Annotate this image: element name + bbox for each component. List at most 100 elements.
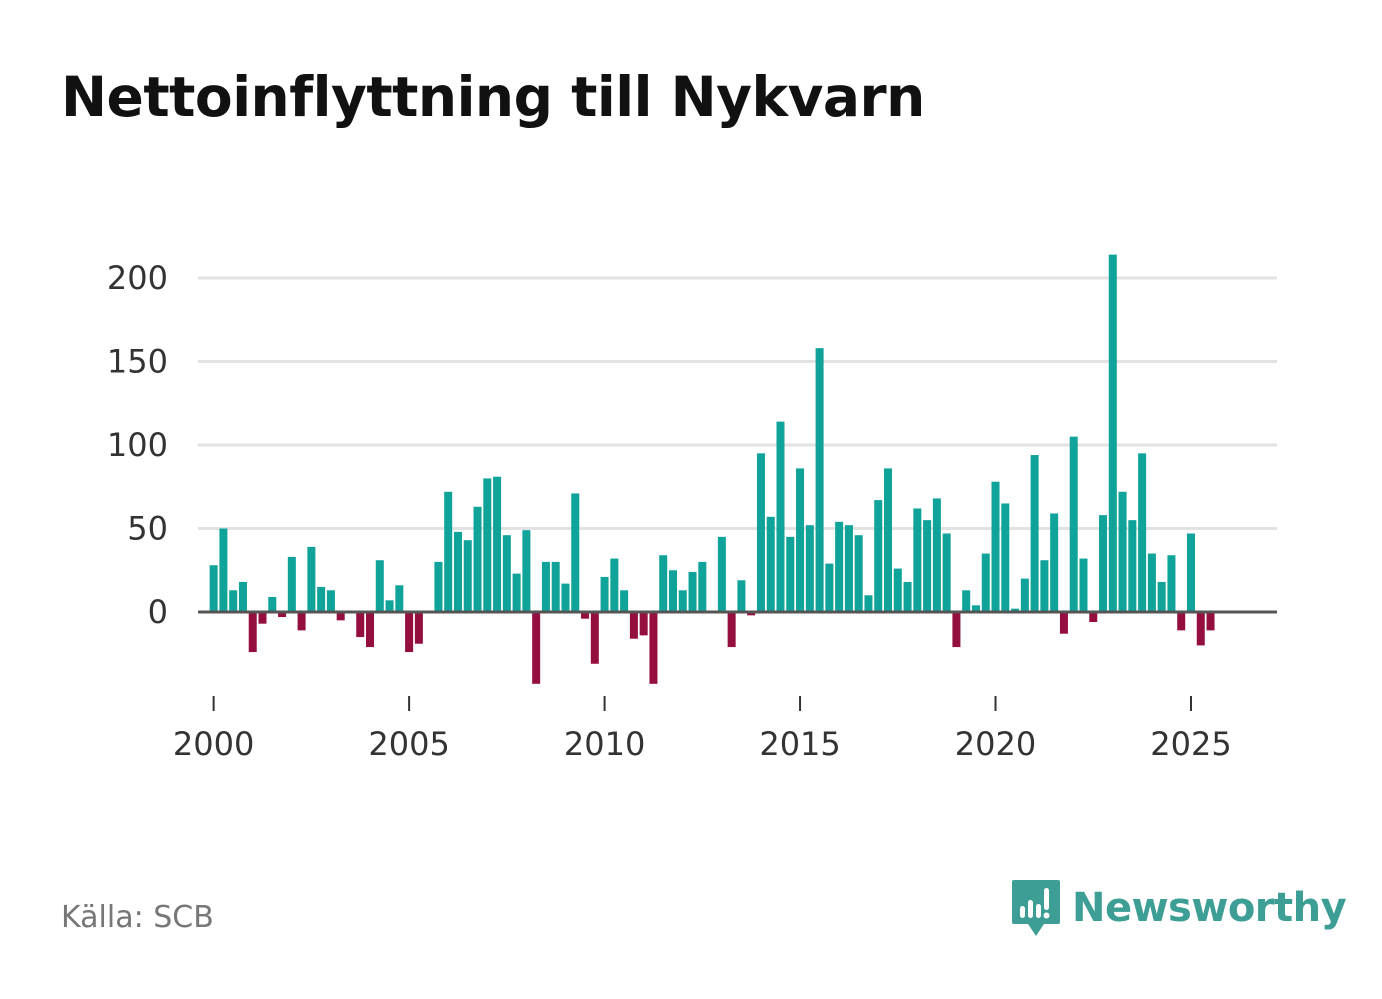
bar bbox=[581, 612, 590, 619]
bar bbox=[414, 612, 423, 644]
x-tick-label: 2025 bbox=[1150, 725, 1231, 763]
bar bbox=[932, 498, 941, 612]
bar bbox=[434, 561, 443, 612]
bar bbox=[1069, 436, 1078, 612]
bar bbox=[219, 528, 228, 612]
y-tick-label: 50 bbox=[127, 510, 168, 548]
bar bbox=[727, 612, 736, 648]
bar bbox=[825, 563, 834, 612]
bar bbox=[600, 576, 609, 612]
bar bbox=[1118, 491, 1127, 612]
bar bbox=[1011, 608, 1020, 612]
bar bbox=[258, 612, 267, 624]
bar bbox=[747, 612, 756, 616]
bar bbox=[991, 481, 1000, 612]
bar bbox=[1108, 254, 1117, 612]
bar bbox=[463, 540, 472, 612]
bar bbox=[610, 558, 619, 612]
bar bbox=[366, 612, 375, 648]
bar bbox=[786, 536, 795, 612]
bar bbox=[473, 506, 482, 612]
x-tick-label: 2010 bbox=[564, 725, 645, 763]
bar bbox=[884, 468, 893, 612]
bar bbox=[532, 612, 541, 684]
bar bbox=[385, 600, 394, 612]
bar bbox=[756, 453, 765, 612]
bar bbox=[737, 580, 746, 612]
bar bbox=[1079, 558, 1088, 612]
bar bbox=[336, 612, 345, 621]
bar bbox=[1206, 612, 1215, 631]
bar bbox=[229, 590, 238, 612]
bar bbox=[805, 525, 814, 612]
bar bbox=[1196, 612, 1205, 646]
newsworthy-logo[interactable]: Newsworthy bbox=[1010, 878, 1347, 938]
bars bbox=[209, 254, 1215, 684]
bar bbox=[1186, 533, 1195, 612]
bar bbox=[688, 571, 697, 612]
bar bbox=[893, 568, 902, 612]
bar bbox=[209, 565, 218, 612]
x-axis: 2000 2005 2010 2015 2020 2025 bbox=[173, 696, 1232, 763]
bar bbox=[620, 590, 629, 612]
bar bbox=[541, 561, 550, 612]
bar bbox=[1138, 453, 1147, 612]
bar bbox=[590, 612, 599, 664]
bar bbox=[1167, 555, 1176, 612]
bar bbox=[317, 586, 326, 612]
y-tick-label: 100 bbox=[107, 426, 168, 464]
newsworthy-logo-text: Newsworthy bbox=[1072, 885, 1347, 931]
bar bbox=[981, 553, 990, 612]
gridlines bbox=[198, 276, 1277, 530]
bar bbox=[629, 612, 638, 639]
x-tick-label: 2020 bbox=[955, 725, 1036, 763]
bar bbox=[356, 612, 365, 638]
bar bbox=[1089, 612, 1098, 623]
bar bbox=[952, 612, 961, 648]
y-tick-label: 150 bbox=[107, 343, 168, 381]
bar bbox=[1157, 581, 1166, 612]
x-tick-label: 2005 bbox=[368, 725, 449, 763]
bar bbox=[1147, 553, 1156, 612]
bar bbox=[1001, 503, 1010, 612]
bar bbox=[561, 583, 570, 612]
x-tick-label: 2015 bbox=[759, 725, 840, 763]
bar bbox=[835, 521, 844, 612]
bar bbox=[698, 561, 707, 612]
bar bbox=[923, 520, 932, 612]
bar bbox=[796, 468, 805, 612]
bar bbox=[874, 500, 883, 612]
bar bbox=[864, 595, 873, 612]
bar bbox=[307, 546, 316, 612]
bar bbox=[717, 536, 726, 612]
bar bbox=[1040, 560, 1049, 612]
source-label: Källa: SCB bbox=[61, 900, 214, 935]
bar bbox=[776, 421, 785, 612]
bar bbox=[854, 535, 863, 612]
bar bbox=[1128, 520, 1137, 612]
bar bbox=[444, 491, 453, 612]
bar bbox=[668, 570, 677, 612]
bar bbox=[971, 605, 980, 612]
bar bbox=[942, 533, 951, 612]
bar bbox=[1050, 513, 1059, 612]
bar bbox=[278, 612, 287, 618]
bar bbox=[1020, 578, 1029, 612]
bar bbox=[649, 612, 658, 684]
bar bbox=[287, 556, 296, 612]
y-tick-label: 200 bbox=[107, 259, 168, 297]
bar bbox=[512, 573, 521, 612]
bar bbox=[844, 525, 853, 612]
bar bbox=[962, 590, 971, 612]
bar bbox=[268, 596, 277, 612]
bar bbox=[766, 516, 775, 612]
chart-title: Nettoinflyttning till Nykvarn bbox=[61, 65, 925, 129]
bar bbox=[1059, 612, 1068, 634]
bar bbox=[913, 508, 922, 612]
bar bbox=[238, 581, 247, 612]
bar bbox=[571, 493, 580, 612]
bar bbox=[395, 585, 404, 612]
bar bbox=[297, 612, 306, 631]
bar bbox=[678, 590, 687, 612]
